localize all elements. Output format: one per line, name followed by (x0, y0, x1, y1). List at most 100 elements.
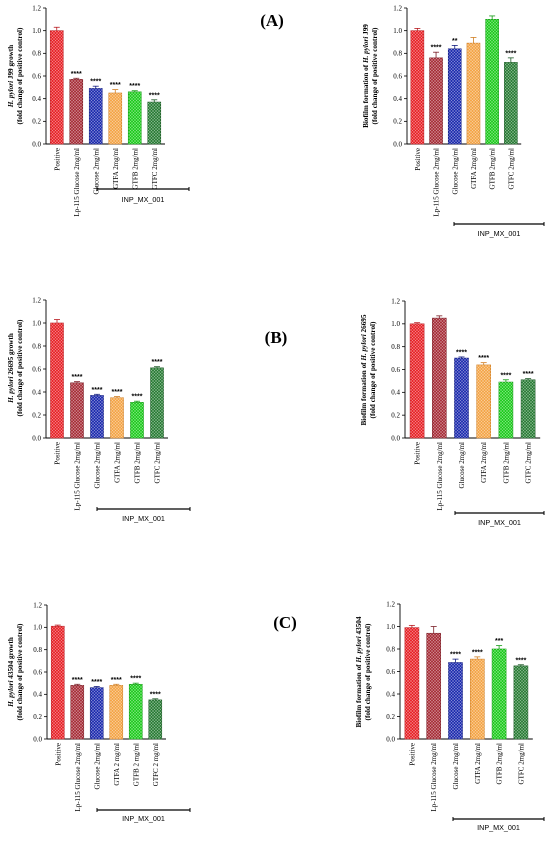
significance-label: **** (92, 387, 103, 394)
group-label: INP_MX_001 (478, 229, 521, 238)
bar-hatch (448, 662, 463, 739)
x-tick-label: Lp-115 Glucose 2mg/ml (74, 442, 82, 511)
x-tick-label: GTFA 2mg/ml (480, 442, 488, 483)
group-label: INP_MX_001 (122, 195, 165, 204)
y-tick-label: 0.0 (32, 434, 41, 442)
x-tick-label: GTFC 2mg/ml (517, 743, 525, 784)
y-tick-label: 0.4 (391, 389, 400, 397)
significance-label: **** (72, 374, 83, 381)
significance-label: **** (110, 82, 121, 89)
y-tick-label: 0.8 (32, 342, 41, 350)
group-label: INP_MX_001 (122, 514, 165, 523)
significance-label: **** (431, 45, 442, 52)
significance-label: **** (450, 652, 461, 659)
significance-label: **** (500, 372, 511, 379)
x-tick-label: Glucose 2mg/ml (92, 148, 100, 195)
bar-chart-6: 0.0 0.2 0.4 0.6 0.8 1.0 1.2 Biofilm formation o… (355, 600, 545, 832)
x-tick-label: GTFC 2mg/ml (151, 148, 159, 189)
bar-hatch (454, 358, 469, 438)
y-axis-label-strain: 43504 growth (7, 637, 15, 680)
y-tick-label: 0.8 (32, 50, 41, 58)
y-tick-label: 0.4 (386, 690, 395, 698)
significance-label: **** (456, 349, 467, 356)
x-tick-label: GTFB 2mg/ml (496, 743, 504, 784)
bar-hatch (426, 633, 441, 739)
y-tick-label: 0.0 (391, 434, 400, 442)
bar-chart-2: 0.0 0.2 0.4 0.6 0.8 1.0 1.2 Biofilm formation o… (362, 4, 545, 238)
y-axis-label: Biofilm formation of H. pylori 26695 (fol… (360, 314, 377, 425)
y-axis-label-organism: H. pylori (355, 636, 363, 663)
y-tick-label: 0.4 (393, 95, 402, 103)
y-tick-label: 0.0 (393, 140, 402, 148)
x-tick-label: Positive (54, 442, 62, 465)
significance-label: **** (129, 83, 140, 90)
significance-label: **** (91, 679, 102, 686)
y-axis-label-organism: H. pylori (7, 681, 15, 708)
significance-label: **** (111, 677, 122, 684)
y-axis-label-line1: H. pylori J99 growth (7, 45, 15, 109)
y-tick-label: 0.2 (386, 713, 395, 721)
bar-hatch (147, 102, 161, 144)
y-tick-label: 0.2 (391, 412, 400, 420)
bar-hatch (108, 93, 122, 144)
x-tick-label: GTFB 2mg/ml (131, 148, 139, 189)
bar-hatch (476, 364, 491, 438)
x-tick-label: GTFC 2mg/ml (507, 148, 515, 189)
bar-hatch (448, 48, 462, 144)
significance-label: **** (515, 657, 526, 664)
x-tick-label: GTFC 2mg/ml (525, 442, 533, 483)
y-tick-label: 0.2 (33, 713, 42, 721)
x-tick-label: GTFC 2 mg/ml (152, 743, 160, 786)
x-tick-label: Lp-115 Glucose 2mg/ml (433, 148, 441, 217)
y-tick-label: 1.2 (393, 4, 402, 12)
y-axis-label-line1: Biofilm formation of H. pylori 43504 (355, 616, 363, 727)
bar-hatch (470, 659, 485, 739)
x-tick-label: Positive (414, 148, 422, 171)
group-label: INP_MX_001 (478, 518, 521, 527)
bar-hatch (129, 684, 143, 739)
panel-label-c: (C) (273, 613, 297, 632)
panel-label-a: (A) (260, 11, 284, 30)
y-axis-label-line1: H. pylori 26695 growth (7, 333, 15, 404)
significance-label: **** (112, 389, 123, 396)
bar-chart-4: 0.0 0.2 0.4 0.6 0.8 1.0 1.2 Biofilm formation o… (360, 297, 545, 527)
x-tick-label: GTFC 2mg/ml (154, 442, 162, 483)
bar-hatch (504, 62, 518, 144)
bar-hatch (70, 382, 84, 438)
y-axis-label-line2: (fold change of positive control) (16, 27, 24, 124)
bar-hatch (492, 649, 507, 739)
y-axis-label-line1: Biofilm formation of H. pylori J99 (362, 24, 370, 128)
x-tick-label: Positive (54, 743, 62, 766)
x-tick-label: GTFB 2mg/ml (489, 148, 497, 189)
bar-hatch (432, 318, 447, 438)
bar-hatch (429, 57, 443, 144)
x-tick-label: Positive (53, 148, 61, 171)
y-tick-label: 1.0 (391, 320, 400, 328)
y-axis-label-organism: H. pylori (7, 377, 15, 404)
x-tick-label: Lp-115 Glucose 2mg/ml (73, 148, 81, 217)
y-tick-label: 0.8 (33, 646, 42, 654)
significance-label: **** (132, 394, 143, 401)
y-axis-label: Biofilm formation of H. pylori J99 (fold … (362, 24, 379, 128)
bar-hatch (90, 395, 104, 438)
group-label: INP_MX_001 (477, 823, 520, 832)
charts-container: 0.0 0.2 0.4 0.6 0.8 1.0 1.2 H. pylori J99 growt… (7, 4, 545, 832)
significance-label: **** (149, 92, 160, 99)
y-tick-label: 1.0 (33, 624, 42, 632)
bar-hatch (410, 323, 425, 438)
bar-hatch (521, 379, 536, 438)
bar-hatch (150, 367, 164, 438)
x-tick-label: Lp-115 Glucose 2mg/ml (436, 442, 444, 511)
y-tick-label: 0.6 (33, 668, 42, 676)
bar-hatch (109, 685, 123, 739)
y-tick-label: 0.4 (33, 691, 42, 699)
bar-hatch (498, 382, 513, 438)
y-tick-label: 0.8 (391, 343, 400, 351)
y-tick-label: 0.0 (386, 735, 395, 743)
y-axis-label-line1: Biofilm formation of H. pylori 26695 (360, 314, 368, 425)
y-tick-label: 0.4 (32, 95, 41, 103)
bar-hatch (69, 79, 83, 144)
significance-label: ** (452, 38, 458, 45)
group-label: INP_MX_001 (122, 814, 165, 823)
x-tick-label: Lp-115 Glucose 2mg/ml (430, 743, 438, 812)
